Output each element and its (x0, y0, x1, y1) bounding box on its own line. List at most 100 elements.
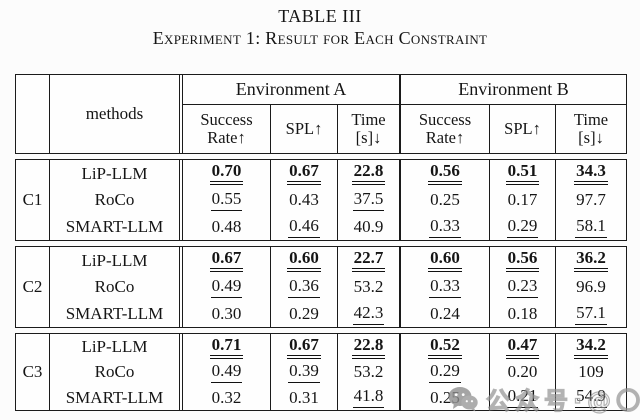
value-cell: 0.21 (490, 384, 556, 410)
value-cell: 0.39 (271, 359, 338, 385)
value-text: 0.29 (429, 361, 461, 383)
value-cell: 37.5 (338, 186, 401, 214)
value-cell: 97.7 (556, 187, 626, 214)
value-text: 0.24 (430, 304, 460, 324)
value-cell: 22.8 (338, 334, 401, 360)
value-cell: 0.70 (183, 160, 271, 187)
metric-line: SPL↑ (285, 118, 323, 138)
value-cell: 0.49 (183, 359, 271, 385)
value-cell: 53.2 (338, 359, 401, 385)
value-cell: 0.20 (490, 359, 556, 385)
value-cell: 0.32 (183, 384, 271, 410)
constraint-label: C2 (16, 247, 50, 327)
method-cell: LiP-LLM (50, 334, 183, 360)
value-cell: 0.31 (271, 384, 338, 410)
value-cell: 109 (556, 359, 626, 384)
value-cell: 0.56 (401, 160, 490, 187)
env-a-header: Environment A (183, 75, 401, 105)
metric-header-time-b: Time [s]↓ (556, 105, 626, 153)
value-text: 34.3 (574, 161, 608, 186)
value-cell: 36.2 (556, 247, 626, 274)
constraint-label: C1 (16, 160, 50, 240)
method-cell: SMART-LLM (50, 300, 183, 327)
value-text: 53.2 (353, 277, 384, 297)
value-cell: 0.29 (271, 300, 338, 327)
value-text: 0.31 (289, 387, 319, 407)
env-b-header: Environment B (401, 75, 626, 105)
value-cell: 34.3 (556, 160, 626, 187)
value-text: 0.67 (209, 248, 244, 273)
value-cell: 0.48 (183, 213, 271, 240)
value-text: 0.47 (505, 335, 540, 359)
value-text: 57.1 (575, 303, 607, 325)
value-text: 0.30 (211, 304, 242, 324)
value-text: 0.17 (507, 190, 538, 210)
value-cell: 34.2 (556, 334, 626, 359)
metric-line: Time (351, 109, 386, 129)
metric-line: Rate↑ (425, 128, 465, 147)
value-text: 0.25 (430, 190, 460, 210)
value-cell: 0.25 (401, 186, 490, 214)
metric-line: Time (573, 109, 609, 129)
corner-cell (16, 75, 50, 153)
value-text: 22.8 (351, 161, 386, 186)
value-cell: 22.7 (338, 247, 401, 274)
value-cell: 0.56 (490, 247, 556, 274)
method-cell: RoCo (50, 186, 183, 214)
value-cell: 0.33 (401, 273, 490, 301)
value-cell: 0.25 (401, 384, 490, 410)
value-cell: 0.46 (271, 213, 338, 240)
value-text: 36.2 (574, 248, 608, 273)
value-text: 0.55 (210, 189, 243, 211)
value-cell: 54.9 (556, 385, 626, 410)
method-cell: SMART-LLM (50, 384, 183, 410)
value-cell: 0.43 (271, 186, 338, 214)
value-cell: 0.29 (401, 359, 490, 385)
method-cell: RoCo (50, 359, 183, 385)
value-cell: 0.30 (183, 300, 271, 327)
table-caption-title: Experiment 1: Result for Each Constraint (152, 28, 488, 48)
value-text: 0.70 (209, 161, 244, 186)
value-cell: 0.36 (271, 273, 338, 301)
metric-line: Success (200, 109, 253, 129)
value-cell: 57.1 (556, 300, 626, 327)
method-cell: SMART-LLM (50, 213, 183, 240)
value-text: 0.29 (506, 216, 539, 238)
metric-header-time-a: Time [s]↓ (338, 105, 401, 153)
value-text: 22.8 (351, 335, 386, 359)
value-cell: 40.9 (338, 213, 401, 240)
value-text: 0.36 (288, 276, 320, 298)
value-cell: 0.55 (183, 186, 271, 214)
value-text: 0.33 (429, 216, 461, 238)
value-text: 0.29 (289, 304, 319, 324)
results-table: methods Environment A Environment B Succ… (15, 74, 627, 411)
method-cell: RoCo (50, 273, 183, 301)
value-text: 0.56 (505, 248, 540, 273)
metric-header-spl-a: SPL↑ (271, 105, 338, 153)
constraint-label: C3 (16, 334, 50, 410)
value-cell: 0.60 (271, 247, 338, 274)
value-cell: 0.24 (401, 300, 490, 327)
metric-header-success-rate-a: Success Rate↑ (183, 105, 271, 153)
value-cell: 0.49 (183, 273, 271, 301)
value-cell: 0.52 (401, 334, 490, 360)
value-text: 0.49 (210, 276, 243, 298)
value-text: 0.67 (287, 161, 321, 186)
table-header-block: methods Environment A Environment B Succ… (15, 74, 627, 154)
method-cell: LiP-LLM (50, 247, 183, 274)
value-cell: 96.9 (556, 274, 626, 301)
value-text: 0.33 (429, 276, 461, 298)
value-text: 0.60 (287, 248, 321, 273)
value-text: 37.5 (352, 189, 385, 211)
metric-line: [s]↓ (355, 128, 382, 147)
value-text: 0.52 (428, 335, 462, 359)
value-text: 0.51 (505, 161, 540, 186)
value-cell: 0.60 (401, 247, 490, 274)
value-cell: 58.1 (556, 213, 626, 240)
value-text: 0.23 (506, 276, 539, 298)
value-text: 0.48 (211, 217, 242, 237)
metric-line: [s]↓ (578, 128, 604, 147)
value-cell: 0.67 (183, 247, 271, 274)
value-cell: 0.17 (490, 186, 556, 214)
metric-header-spl-b: SPL↑ (490, 105, 556, 153)
